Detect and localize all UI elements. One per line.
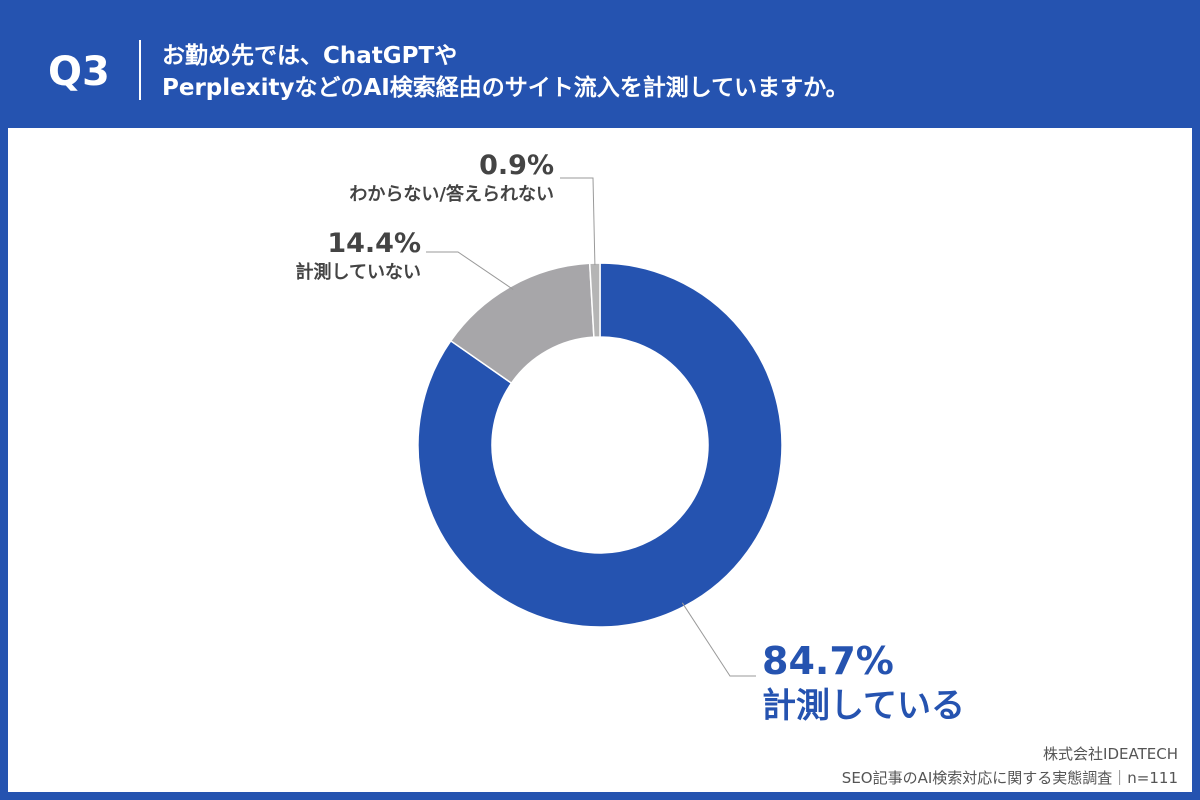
slice-label-measuring: 計測している xyxy=(762,686,965,726)
header-divider xyxy=(139,40,141,100)
donut-slices xyxy=(417,262,783,628)
leader-line-measuring xyxy=(681,602,756,677)
slice-label-unknown: わからない/答えられない xyxy=(349,183,554,205)
slice-percent-unknown: 0.9% xyxy=(479,150,554,181)
slice-label-not-measuring: 計測していない xyxy=(296,261,421,283)
chart-panel: 84.7% 計測している 14.4% 計測していない 0.9% わからない/答え… xyxy=(8,128,1192,792)
footer-company: 株式会社IDEATECH xyxy=(1043,745,1178,763)
slice-percent-not-measuring: 14.4% xyxy=(327,228,421,259)
slice-percent-measuring: 84.7% xyxy=(762,639,894,683)
leader-line-unknown xyxy=(560,177,596,266)
slice-unknown xyxy=(588,262,601,338)
header: Q3 お勤め先では、ChatGPTや PerplexityなどのAI検索経由のサ… xyxy=(0,0,1200,128)
question-number: Q3 xyxy=(48,49,110,95)
leader-lines xyxy=(426,177,756,677)
footer: 株式会社IDEATECH SEO記事のAI検索対応に関する実態調査｜n=111 xyxy=(842,742,1178,790)
leader-line-not-measuring xyxy=(426,251,514,290)
slice-measuring xyxy=(417,262,783,628)
footer-survey: SEO記事のAI検索対応に関する実態調査｜n=111 xyxy=(841,769,1178,787)
donut-chart: 84.7% 計測している 14.4% 計測していない 0.9% わからない/答え… xyxy=(296,150,965,726)
question-line-1: お勤め先では、ChatGPTや xyxy=(162,43,458,69)
question-line-2: PerplexityなどのAI検索経由のサイト流入を計測していますか。 xyxy=(162,75,849,101)
question-title: お勤め先では、ChatGPTや PerplexityなどのAI検索経由のサイト流… xyxy=(162,40,849,104)
